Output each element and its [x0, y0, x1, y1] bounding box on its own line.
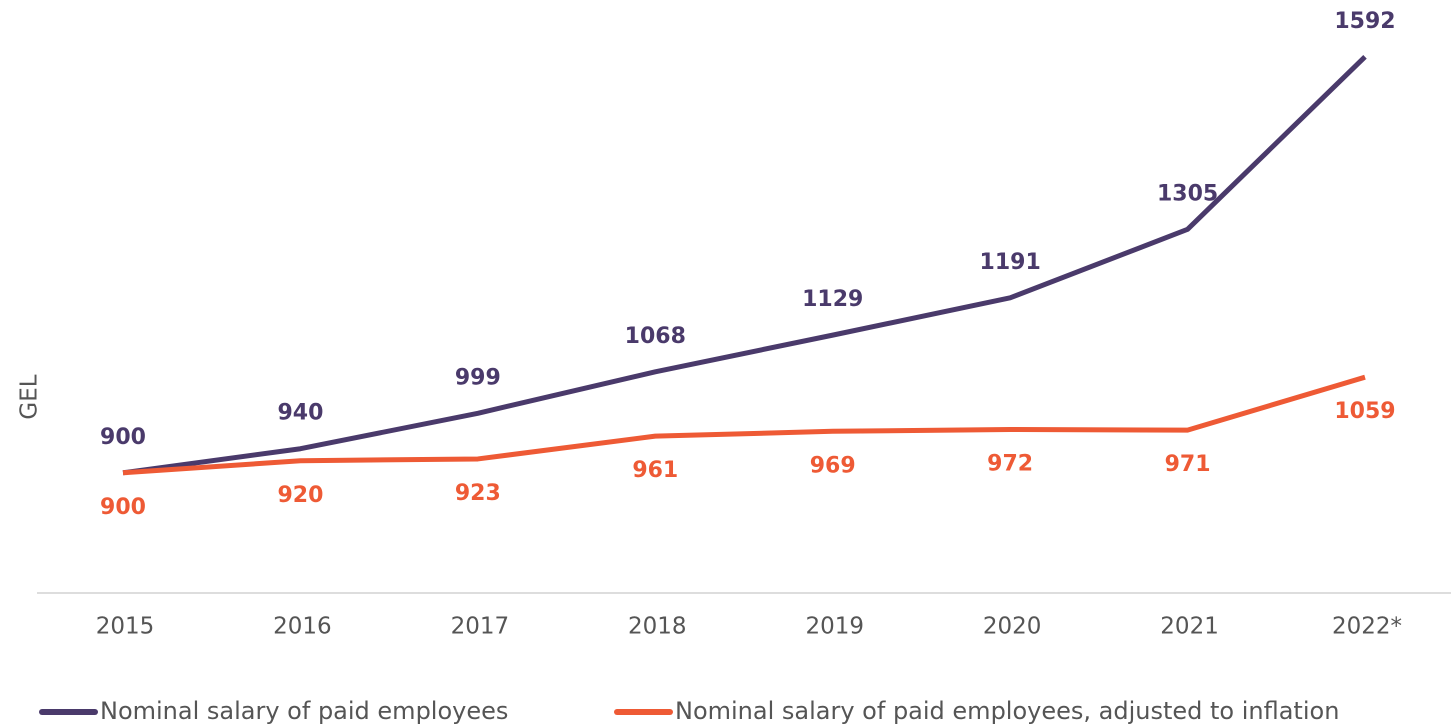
value-label: 971: [1165, 452, 1211, 477]
x-tick-label: 2020: [983, 614, 1042, 640]
value-label: 1129: [802, 287, 863, 312]
value-label: 1305: [1157, 181, 1218, 206]
x-tick-label: 2017: [451, 614, 510, 640]
value-label: 920: [277, 483, 323, 508]
legend-label: Nominal salary of paid employees: [100, 697, 508, 725]
value-label: 1068: [625, 324, 686, 349]
line: [122, 55, 1367, 476]
value-label: 900: [100, 425, 146, 450]
x-tick-label: 2021: [1160, 614, 1219, 640]
value-label: 940: [277, 401, 323, 426]
x-tick-label: 2019: [805, 614, 864, 640]
x-tick-label: 2016: [273, 614, 332, 640]
y-axis-label: GEL: [17, 374, 43, 419]
value-label: 900: [100, 495, 146, 520]
value-label: 969: [810, 453, 856, 478]
legend-label: Nominal salary of paid employees, adjust…: [675, 697, 1339, 725]
value-label: 1592: [1334, 9, 1395, 34]
value-label: 972: [987, 451, 1033, 476]
line: [122, 374, 1366, 476]
x-tick-label: 2015: [96, 614, 155, 640]
value-label: 923: [455, 481, 501, 506]
value-label: 999: [455, 365, 501, 390]
x-tick-label: 2018: [628, 614, 687, 640]
value-label: 961: [632, 458, 678, 483]
x-tick-label: 2022*: [1332, 614, 1402, 640]
value-label: 1059: [1334, 399, 1395, 424]
value-label: 1191: [980, 250, 1041, 275]
